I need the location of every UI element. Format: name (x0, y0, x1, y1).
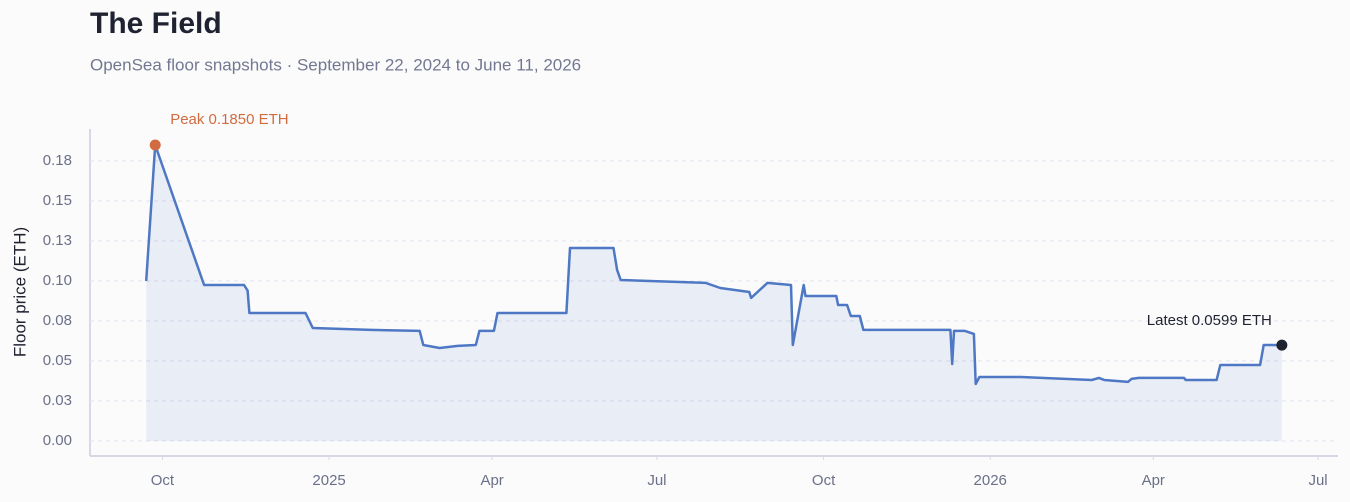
annotation-marker (1276, 339, 1288, 351)
x-tick-label: Oct (151, 472, 175, 489)
area (146, 145, 1282, 441)
y-tick-label: 0.08 (43, 312, 72, 329)
y-tick-label: 0.00 (43, 432, 72, 449)
y-tick-label: 0.15 (43, 192, 72, 209)
x-tick-label: Apr (1142, 472, 1165, 489)
line (144, 143, 1282, 386)
y-tick-label: 0.03 (43, 392, 72, 409)
x-tick-label: 2026 (974, 472, 1007, 489)
annotation-label: Latest 0.0599 ETH (1147, 312, 1272, 329)
annotation-label: Peak 0.1850 ETH (170, 111, 288, 128)
x-tick-label: Oct (812, 472, 836, 489)
x-tick-label: 2025 (312, 472, 345, 489)
x-tick-label: Apr (480, 472, 503, 489)
chart-subtitle: OpenSea floor snapshots · September 22, … (90, 55, 581, 74)
y-tick-label: 0.10 (43, 272, 72, 289)
x-tick-label: Jul (647, 472, 666, 489)
annotation-marker (149, 139, 161, 151)
y-axis-label: Floor price (ETH) (10, 227, 29, 357)
x-tick-label: Jul (1308, 472, 1327, 489)
y-tick-label: 0.05 (43, 352, 72, 369)
y-tick-label: 0.13 (43, 232, 72, 249)
y-tick-label: 0.18 (43, 152, 72, 169)
chart-title: The Field (90, 7, 222, 40)
